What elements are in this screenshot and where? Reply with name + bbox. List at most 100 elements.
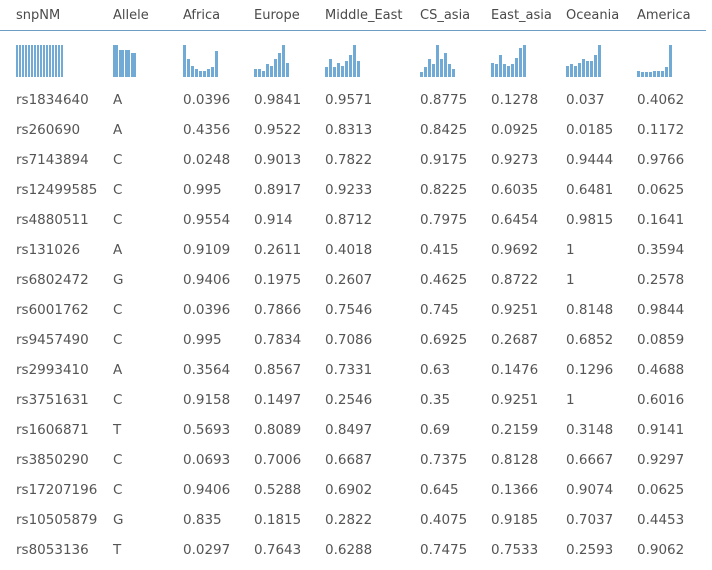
sparkline-bar [282, 45, 285, 77]
sparkline-bar [254, 69, 257, 77]
cell-east-asia: 0.9251 [491, 302, 539, 318]
table-row[interactable]: rs131026 A 0.9109 0.2611 0.4018 0.415 0.9692 1 0… [0, 235, 706, 265]
sparkline-europe [254, 45, 309, 77]
cell-europe: 0.5288 [254, 482, 302, 498]
cell-cs-asia: 0.63 [420, 362, 451, 378]
sparkline-oceania [566, 45, 621, 77]
cell-east-asia: 0.9692 [491, 242, 539, 258]
cell-cs-asia: 0.35 [420, 392, 451, 408]
cell-snpnm: rs1834640 [16, 92, 89, 108]
cell-cs-asia: 0.7475 [420, 542, 468, 558]
cell-africa: 0.9158 [183, 392, 231, 408]
sparkline-bar [570, 64, 573, 77]
cell-europe: 0.7006 [254, 452, 302, 468]
sparkline-bar [191, 66, 194, 77]
table-row[interactable]: rs6802472 G 0.9406 0.1975 0.2607 0.4625 0.8722… [0, 265, 706, 295]
sparkline-bar [349, 55, 352, 77]
cell-africa: 0.9109 [183, 242, 231, 258]
table-row[interactable]: rs9457490 C 0.995 0.7834 0.7086 0.6925 0.2687 0… [0, 325, 706, 355]
column-header-cs-asia[interactable]: CS_asia [404, 0, 475, 31]
cell-cs-asia: 0.7975 [420, 212, 468, 228]
cell-east-asia: 0.7533 [491, 542, 539, 558]
cell-europe: 0.7866 [254, 302, 302, 318]
cell-america: 0.9062 [637, 542, 685, 558]
cell-africa: 0.0396 [183, 302, 231, 318]
table-row[interactable]: rs3751631 C 0.9158 0.1497 0.2546 0.35 0.9251 1 0… [0, 385, 706, 415]
cell-oceania: 0.3148 [566, 422, 614, 438]
cell-allele: A [113, 92, 123, 108]
cell-snpnm: rs3850290 [16, 452, 89, 468]
cell-oceania: 0.0185 [566, 122, 614, 138]
sparkline-bar [353, 45, 356, 77]
table-row[interactable]: rs17207196 C 0.9406 0.5288 0.6902 0.645 0.1366… [0, 475, 706, 505]
cell-snpnm: rs260690 [16, 122, 81, 138]
sparkline-bar [31, 45, 33, 77]
sparkline-bar [507, 66, 510, 77]
sparkline-bar [503, 64, 506, 77]
sparkline-bar [46, 45, 48, 77]
table-row[interactable]: rs7143894 C 0.0248 0.9013 0.7822 0.9175 0.9273… [0, 145, 706, 175]
cell-africa: 0.995 [183, 182, 222, 198]
table-row[interactable]: rs260690 A 0.4356 0.9522 0.8313 0.8425 0.0925 0… [0, 115, 706, 145]
cell-oceania: 1 [566, 242, 575, 258]
cell-allele: C [113, 212, 123, 228]
column-header-allele[interactable]: Allele [97, 0, 167, 31]
sparkline-bar [428, 59, 431, 77]
table-row[interactable]: rs3850290 C 0.0693 0.7006 0.6687 0.7375 0.8128… [0, 445, 706, 475]
cell-oceania: 0.9815 [566, 212, 614, 228]
cell-east-asia: 0.8128 [491, 452, 539, 468]
cell-america: 0.4688 [637, 362, 685, 378]
sparkline-bar [19, 45, 21, 77]
column-header-africa[interactable]: Africa [167, 0, 238, 31]
table-row[interactable]: rs10505879 G 0.835 0.1815 0.2822 0.4075 0.9185… [0, 505, 706, 535]
table-row[interactable]: rs1834640 A 0.0396 0.9841 0.9571 0.8775 0.1278… [0, 85, 706, 115]
cell-america: 0.1172 [637, 122, 685, 138]
cell-africa: 0.3564 [183, 362, 231, 378]
sparkline-bar [444, 53, 447, 77]
cell-cs-asia: 0.745 [420, 302, 459, 318]
table-row[interactable]: rs12499585 C 0.995 0.8917 0.9233 0.8225 0.6035… [0, 175, 706, 205]
column-header-east-asia[interactable]: East_asia [475, 0, 552, 31]
table-row[interactable]: rs6001762 C 0.0396 0.7866 0.7546 0.745 0.9251 0… [0, 295, 706, 325]
cell-middle-east: 0.7086 [325, 332, 373, 348]
cell-east-asia: 0.1366 [491, 482, 539, 498]
cell-allele: G [113, 272, 124, 288]
cell-east-asia: 0.2687 [491, 332, 539, 348]
sparkline-bar [125, 50, 130, 77]
column-header-snpnm[interactable]: snpNM [0, 0, 97, 31]
header-row: snpNM Allele Africa Europe Middle_East C… [0, 0, 706, 31]
sparkline-bar [452, 69, 455, 77]
cell-cs-asia: 0.8225 [420, 182, 468, 198]
sparkline-bar [432, 64, 435, 77]
table-row[interactable]: rs1606871 T 0.5693 0.8089 0.8497 0.69 0.2159 0.… [0, 415, 706, 445]
sparkline-bar [325, 67, 328, 77]
sparkline-bar [262, 71, 265, 77]
cell-allele: A [113, 362, 123, 378]
sparkline-bar [333, 67, 336, 77]
table-row[interactable]: rs4880511 C 0.9554 0.914 0.8712 0.7975 0.6454 0… [0, 205, 706, 235]
column-header-america[interactable]: America [621, 0, 706, 31]
cell-allele: T [113, 542, 122, 558]
cell-america: 0.1641 [637, 212, 685, 228]
cell-africa: 0.0693 [183, 452, 231, 468]
column-header-middle-east[interactable]: Middle_East [309, 0, 404, 31]
sparkline-bar [183, 45, 186, 77]
sparkline-america [637, 45, 706, 77]
cell-east-asia: 0.2159 [491, 422, 539, 438]
column-header-oceania[interactable]: Oceania [550, 0, 621, 31]
cell-middle-east: 0.9233 [325, 182, 373, 198]
sparkline-bar [61, 45, 63, 77]
sparkline-bar [641, 72, 644, 77]
cell-allele: A [113, 122, 123, 138]
column-header-europe[interactable]: Europe [238, 0, 309, 31]
table-row[interactable]: rs2993410 A 0.3564 0.8567 0.7331 0.63 0.1476 0.… [0, 355, 706, 385]
cell-cs-asia: 0.6925 [420, 332, 468, 348]
sparkline-cs-asia [420, 45, 475, 77]
table-row[interactable]: rs8053136 T 0.0297 0.7643 0.6288 0.7475 0.7533… [0, 535, 706, 565]
sparkline-bar [436, 45, 439, 77]
cell-oceania: 0.6667 [566, 452, 614, 468]
sparkline-bar [25, 45, 27, 77]
cell-allele: C [113, 332, 123, 348]
sparkline-bar [207, 69, 210, 77]
sparkline-bar [661, 71, 664, 77]
